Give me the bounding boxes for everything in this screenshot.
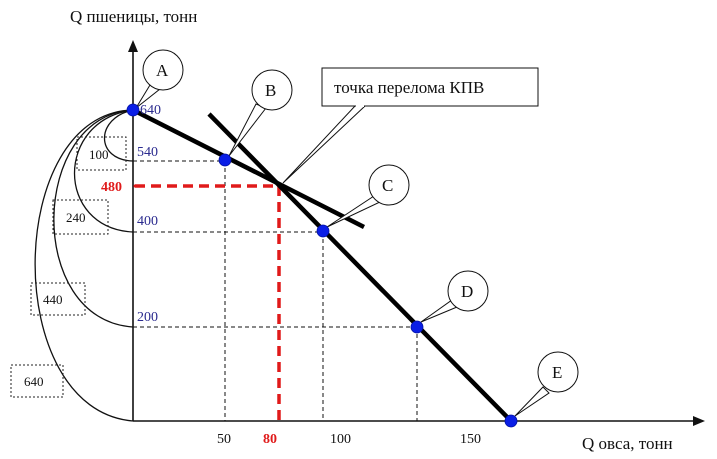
y-tick-480: 480 (101, 180, 122, 195)
point-label-d: D (461, 282, 473, 301)
opportunity-cost-arcs (34, 109, 134, 422)
y-tick-540: 540 (137, 145, 158, 160)
point-e (504, 414, 518, 428)
point-label-circles (142, 49, 579, 393)
ppf-segment-1 (131, 107, 366, 230)
point-label-e: E (552, 363, 562, 382)
arc-100 (104, 109, 134, 162)
arc-value-boxes (10, 136, 127, 398)
guide-lines (133, 160, 418, 421)
kink-guide-lines (135, 184, 281, 421)
point-d (410, 320, 424, 334)
x-tick-80: 80 (263, 432, 277, 447)
x-tick-150: 150 (460, 432, 481, 447)
ppf-lines (131, 107, 513, 423)
arc-box-640: 640 (24, 374, 44, 389)
point-c (316, 224, 330, 238)
kink-callout-text: точка перелома КПВ (334, 78, 484, 97)
ppf-segment-2 (207, 112, 513, 423)
point-label-a: A (156, 61, 169, 80)
y-tick-400: 400 (137, 214, 158, 229)
arc-box-440: 440 (43, 292, 63, 307)
arc-440 (53, 109, 134, 328)
ppf-points (126, 103, 518, 428)
y-axis-title: Q пшеницы, тонн (70, 7, 197, 26)
x-tick-50: 50 (217, 432, 231, 447)
y-axis-arrow-icon (128, 40, 138, 52)
kink-callout-box (321, 67, 539, 107)
y-tick-200: 200 (137, 310, 158, 325)
kink-marker (133, 184, 137, 188)
x-tick-100: 100 (330, 432, 351, 447)
arc-box-240: 240 (66, 210, 86, 225)
point-label-c: C (382, 176, 393, 195)
x-axis-arrow-icon (693, 416, 705, 426)
arc-640 (34, 109, 134, 422)
y-tick-640: 640 (140, 103, 161, 118)
arc-240 (74, 109, 134, 233)
point-a (126, 103, 140, 117)
point-label-b: B (265, 81, 276, 100)
arc-box-100: 100 (89, 147, 109, 162)
point-b (218, 153, 232, 167)
x-axis-title: Q овса, тонн (582, 434, 673, 453)
